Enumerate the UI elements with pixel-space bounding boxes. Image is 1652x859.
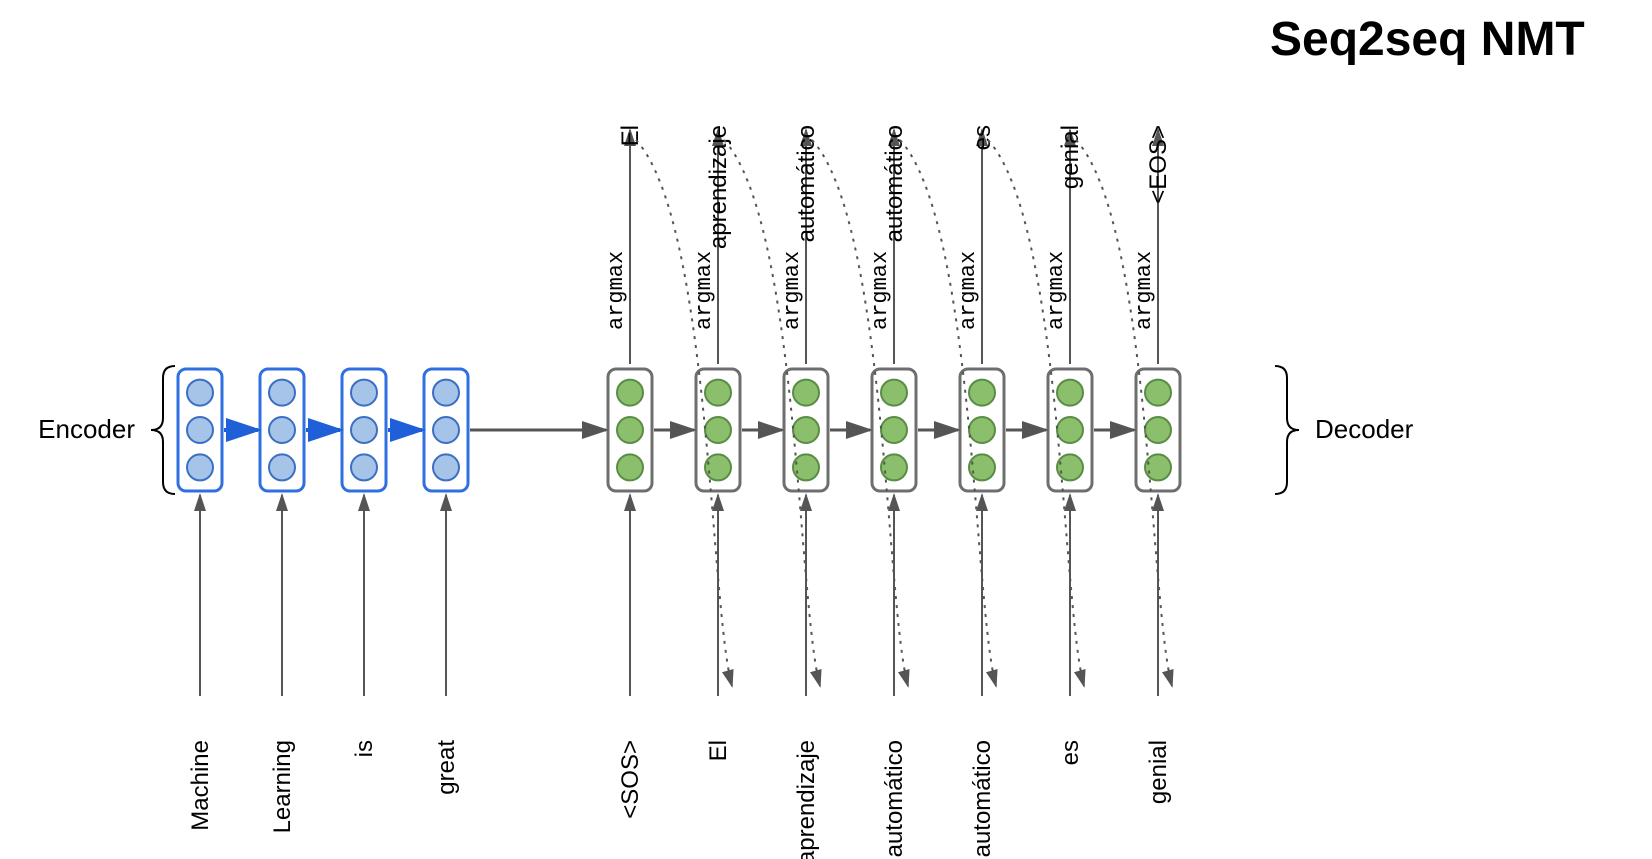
decoder-output-label: automático — [881, 125, 908, 242]
decoder-input-label: <SOS> — [617, 740, 644, 819]
decoder-cell — [784, 369, 828, 491]
decoder-output-label: automático — [793, 125, 820, 242]
argmax-label: argmax — [868, 251, 893, 330]
encoder-cell — [342, 369, 386, 491]
decoder-input-label: automático — [881, 740, 908, 857]
decoder-cell — [696, 369, 740, 491]
encoder-cell — [424, 369, 468, 491]
decoder-brace — [1275, 366, 1299, 494]
decoder-input-label: El — [705, 740, 732, 761]
seq2seq-diagram: Machine Learning is great <SOS> El aprendizaje… — [0, 0, 1652, 859]
encoder-input-label: Machine — [187, 740, 214, 831]
decoder-cell — [608, 369, 652, 491]
argmax-label: argmax — [692, 251, 717, 330]
encoder-input-label: Learning — [269, 740, 296, 833]
encoder-cell — [178, 369, 222, 491]
decoder-cell — [1136, 369, 1180, 491]
diagram-title: Seq2seq NMT — [1270, 12, 1585, 67]
decoder-label: Decoder — [1315, 414, 1414, 444]
encoder-input-label: is — [351, 740, 378, 757]
decoder-cell — [960, 369, 1004, 491]
encoder-brace — [151, 366, 175, 494]
argmax-label: argmax — [780, 251, 805, 330]
argmax-label: argmax — [956, 251, 981, 330]
decoder-output-label: aprendizaje — [705, 125, 732, 249]
encoder-cell — [260, 369, 304, 491]
argmax-label: argmax — [1044, 251, 1069, 330]
decoder-output-label: <EOS> — [1145, 125, 1172, 204]
argmax-label: argmax — [1132, 251, 1157, 330]
decoder-cell — [872, 369, 916, 491]
decoder-input-label: es — [1057, 740, 1084, 765]
decoder-output-label: genial — [1057, 125, 1084, 189]
decoder-output-label: es — [969, 125, 996, 150]
decoder-output-label: El — [617, 125, 644, 146]
decoder-input-label: automático — [969, 740, 996, 857]
decoder-input-label: aprendizaje — [793, 740, 820, 859]
argmax-label: argmax — [604, 251, 629, 330]
encoder-label: Encoder — [38, 414, 135, 444]
decoder-cell — [1048, 369, 1092, 491]
decoder-input-label: genial — [1145, 740, 1172, 804]
encoder-input-label: great — [433, 740, 460, 795]
